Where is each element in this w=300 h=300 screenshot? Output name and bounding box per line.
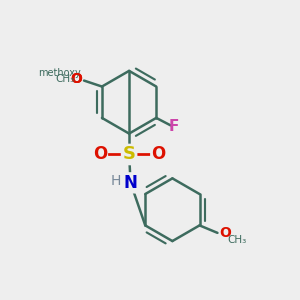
Text: O: O — [93, 146, 107, 164]
Text: CH₃: CH₃ — [227, 235, 247, 245]
Text: F: F — [169, 119, 179, 134]
Text: O: O — [219, 226, 231, 240]
Text: O: O — [71, 72, 82, 86]
Text: H: H — [110, 174, 121, 188]
Text: O: O — [151, 146, 165, 164]
Text: N: N — [124, 174, 137, 192]
Text: O: O — [71, 72, 82, 86]
Text: methoxy: methoxy — [38, 68, 81, 78]
Text: S: S — [123, 146, 136, 164]
Text: CH₃: CH₃ — [55, 74, 74, 84]
